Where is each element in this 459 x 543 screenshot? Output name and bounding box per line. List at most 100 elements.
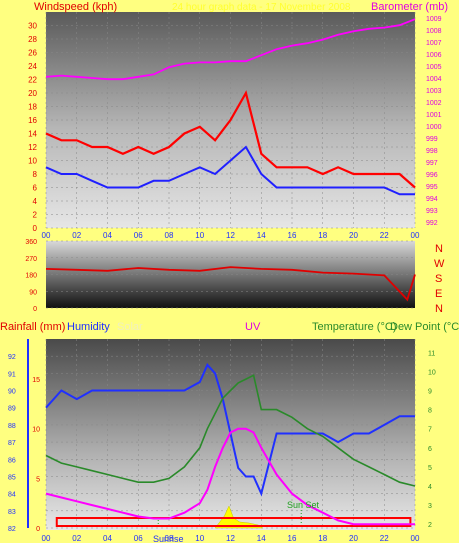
wind-x-tick-label: 02 bbox=[72, 231, 81, 240]
wind-y-tick-label: 4 bbox=[33, 197, 38, 206]
direction-letter-w: W bbox=[434, 258, 445, 270]
solar-label: Solar bbox=[117, 321, 143, 333]
temperature-y-tick-label: 5 bbox=[428, 465, 432, 472]
wind-y-tick-label: 8 bbox=[33, 170, 38, 179]
temperature-y-tick-label: 10 bbox=[428, 369, 436, 376]
barometer-y-tick-label: 1004 bbox=[426, 76, 442, 83]
barometer-y-tick-label: 1000 bbox=[426, 124, 442, 131]
weather-x-tick-label: 10 bbox=[195, 534, 204, 543]
humidity-label: Humidity bbox=[67, 321, 110, 333]
wind-x-tick-label: 06 bbox=[134, 231, 143, 240]
barometer-y-tick-label: 995 bbox=[426, 184, 438, 191]
wind-y-tick-label: 16 bbox=[28, 116, 37, 125]
temperature-y-tick-label: 8 bbox=[428, 408, 432, 415]
temperature-y-tick-label: 11 bbox=[428, 350, 435, 357]
wind-direction-line bbox=[45, 266, 416, 302]
wind-y-tick-label: 24 bbox=[28, 62, 37, 71]
weather-x-tick-label: 16 bbox=[288, 534, 297, 543]
weather-x-tick-label: 14 bbox=[257, 534, 266, 543]
barometer-y-tick-label: 993 bbox=[426, 208, 438, 215]
weather-x-tick-label: 22 bbox=[380, 534, 389, 543]
barometer-y-tick-label: 996 bbox=[426, 172, 438, 179]
barometer-y-tick-label: 1005 bbox=[426, 64, 442, 71]
direction-letter-n-top: N bbox=[435, 243, 443, 255]
sunrise-label: Sunrise bbox=[153, 534, 184, 543]
weather-x-tick-label: 06 bbox=[134, 534, 143, 543]
wind-y-tick-label: 30 bbox=[28, 22, 37, 31]
barometer-y-tick-label: 1002 bbox=[426, 100, 442, 107]
barometer-y-tick-label: 992 bbox=[426, 220, 438, 227]
wind-y-tick-label: 0 bbox=[33, 224, 38, 233]
direction-y-tick-label: 360 bbox=[25, 239, 37, 246]
barometer-y-tick-label: 999 bbox=[426, 136, 438, 143]
rainfall-label: Rainfall (mm) bbox=[0, 321, 65, 333]
weather-x-tick-label: 20 bbox=[349, 534, 358, 543]
rainfall-line bbox=[55, 517, 412, 527]
temperature-y-tick-label: 9 bbox=[428, 389, 432, 396]
wind-y-tick-label: 10 bbox=[28, 157, 37, 166]
barometer-line bbox=[45, 18, 416, 81]
rainfall-y-tick-label: 0 bbox=[36, 526, 40, 533]
temperature-y-tick-label: 6 bbox=[428, 446, 432, 453]
rainfall-y-tick-label: 10 bbox=[32, 427, 40, 434]
barometer-y-tick-label: 1003 bbox=[426, 88, 442, 95]
temperature-y-tick-label: 7 bbox=[428, 427, 432, 434]
temperature-label: Temperature (°C) bbox=[312, 321, 396, 333]
barometer-y-tick-label: 998 bbox=[426, 148, 438, 155]
barometer-y-tick-label: 1008 bbox=[426, 28, 442, 35]
wind-y-tick-label: 26 bbox=[28, 49, 37, 58]
wind-x-tick-label: 16 bbox=[288, 231, 297, 240]
direction-y-tick-label: 180 bbox=[25, 273, 37, 280]
wind-x-tick-label: 22 bbox=[380, 231, 389, 240]
wind-x-tick-label: 10 bbox=[195, 231, 204, 240]
weather-x-tick-label: 12 bbox=[226, 534, 235, 543]
temperature-line bbox=[45, 374, 416, 487]
humidity-y-tick-label: 90 bbox=[8, 389, 16, 396]
windspeed-axis-label: Windspeed (kph) bbox=[34, 1, 117, 13]
humidity-y-tick-label: 85 bbox=[8, 474, 16, 481]
humidity-y-tick-label: 92 bbox=[8, 354, 16, 361]
weather-x-tick-label: 00 bbox=[42, 534, 51, 543]
wind-y-tick-label: 20 bbox=[28, 89, 37, 98]
direction-y-tick-label: 90 bbox=[29, 289, 37, 296]
rainfall-y-tick-label: 5 bbox=[36, 476, 40, 483]
graph-title: 24 hour graph data - 17 November 2008 bbox=[172, 2, 351, 13]
weather-x-tick-label: 00 bbox=[411, 534, 420, 543]
wind-x-tick-label: 08 bbox=[165, 231, 174, 240]
wind-y-tick-label: 18 bbox=[28, 103, 37, 112]
wind-x-tick-label: 18 bbox=[318, 231, 327, 240]
humidity-y-tick-label: 88 bbox=[8, 423, 16, 430]
wind-y-tick-label: 28 bbox=[28, 35, 37, 44]
uv-line bbox=[45, 427, 415, 526]
humidity-y-tick-label: 87 bbox=[8, 440, 16, 447]
humidity-y-tick-label: 91 bbox=[8, 371, 16, 378]
direction-letter-e: E bbox=[435, 288, 442, 300]
wind-y-tick-label: 6 bbox=[33, 184, 38, 193]
humidity-y-tick-label: 83 bbox=[8, 509, 16, 516]
humidity-y-tick-label: 82 bbox=[8, 526, 16, 533]
direction-y-tick-label: 0 bbox=[33, 306, 37, 313]
temperature-y-tick-label: 4 bbox=[428, 484, 432, 491]
dewpoint-label: Dew Point (°C bbox=[390, 321, 459, 333]
weather-x-tick-label: 04 bbox=[103, 534, 112, 543]
wind-gust-line bbox=[45, 90, 416, 189]
wind-y-tick-label: 2 bbox=[33, 211, 38, 220]
wind-y-tick-label: 12 bbox=[28, 143, 37, 152]
rainfall-y-tick-label: 15 bbox=[32, 377, 40, 384]
wind-x-tick-label: 14 bbox=[257, 231, 266, 240]
wind-x-tick-label: 00 bbox=[42, 231, 51, 240]
sunset-label: Sun Set bbox=[287, 500, 320, 510]
barometer-y-tick-label: 997 bbox=[426, 160, 438, 167]
barometer-y-tick-label: 1007 bbox=[426, 40, 442, 47]
humidity-y-tick-label: 89 bbox=[8, 406, 16, 413]
wind-x-tick-label: 12 bbox=[226, 231, 235, 240]
wind-y-tick-label: 14 bbox=[28, 130, 37, 139]
barometer-axis-label: Barometer (mb) bbox=[371, 1, 448, 13]
weather-x-tick-label: 18 bbox=[318, 534, 327, 543]
weather-x-tick-label: 02 bbox=[72, 534, 81, 543]
wind-average-line bbox=[45, 145, 415, 196]
humidity-y-tick-label: 84 bbox=[8, 492, 16, 499]
wind-x-tick-label: 20 bbox=[349, 231, 358, 240]
direction-letter-s: S bbox=[435, 273, 442, 285]
